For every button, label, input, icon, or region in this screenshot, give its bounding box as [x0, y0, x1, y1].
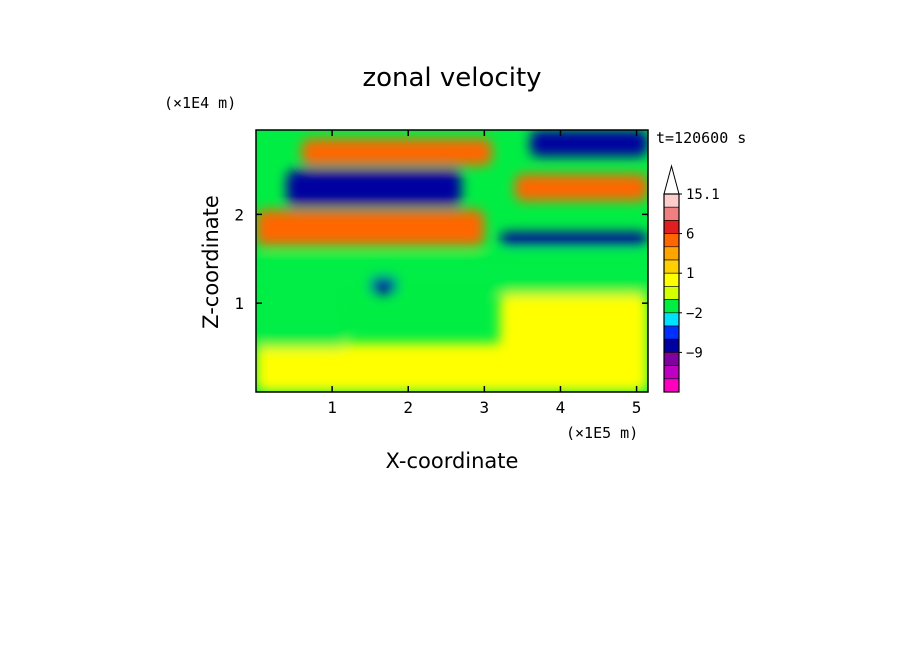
- x-scale-label: (×1E5 m): [566, 424, 638, 442]
- field-region-5: [499, 232, 648, 246]
- plot-area: [255, 129, 649, 393]
- field-region-4: [256, 209, 485, 246]
- colorbar: 15.1 6 1 −2 −9: [663, 164, 720, 393]
- x-axis: 1 2 3 4 5: [327, 130, 641, 417]
- x-tick-label: 3: [480, 398, 490, 417]
- field-region-8: [301, 138, 492, 166]
- x-tick-label: 4: [556, 398, 566, 417]
- x-tick-label: 1: [327, 398, 337, 417]
- colorbar-level: [663, 365, 680, 380]
- y-scale-label: (×1E4 m): [164, 94, 236, 112]
- y-tick-label: 1: [234, 294, 244, 313]
- field-region-7: [514, 174, 648, 202]
- colorbar-level: [663, 272, 680, 287]
- colorbar-level: [663, 233, 680, 248]
- y-axis-label: Z-coordinate: [199, 195, 223, 329]
- colorbar-tick-label: 15.1: [686, 187, 720, 203]
- field-region-1: [256, 294, 348, 348]
- colorbar-level: [663, 246, 680, 261]
- y-tick-label: 2: [234, 205, 244, 224]
- chart-title: zonal velocity: [362, 63, 541, 93]
- colorbar-tick-label: −9: [686, 345, 703, 361]
- x-axis-label: X-coordinate: [386, 449, 519, 473]
- colorbar-level: [663, 338, 680, 353]
- colorbar-level: [663, 325, 680, 340]
- colorbar-level: [663, 286, 680, 300]
- field-region-6: [286, 169, 462, 206]
- colorbar-frame: [663, 193, 680, 393]
- field-region-2: [499, 294, 648, 366]
- field-region-9: [530, 130, 648, 157]
- x-tick-label: 2: [403, 398, 413, 417]
- velocity-field: [256, 130, 648, 392]
- colorbar-tick-label: −2: [686, 306, 703, 322]
- colorbar-level: [663, 206, 680, 221]
- colorbar-level: [663, 259, 680, 274]
- colorbar-level: [663, 299, 680, 314]
- time-label: t=120600 s: [656, 129, 746, 147]
- colorbar-level: [663, 220, 680, 234]
- field-region-10: [370, 276, 397, 295]
- field-bands: [256, 130, 648, 392]
- plot-frame: [255, 129, 649, 393]
- x-tick-label: 5: [632, 398, 642, 417]
- field-region-3: [256, 254, 648, 295]
- colorbar-level: [663, 312, 680, 327]
- colorbar-tick-label: 6: [686, 227, 694, 243]
- y-axis: 12: [234, 205, 648, 313]
- colorbar-level: [663, 378, 680, 393]
- colorbar-tick-label: 1: [686, 266, 694, 282]
- colorbar-level: [663, 193, 680, 208]
- colorbar-level: [663, 352, 680, 366]
- colorbar-extend-arrow: [663, 164, 680, 195]
